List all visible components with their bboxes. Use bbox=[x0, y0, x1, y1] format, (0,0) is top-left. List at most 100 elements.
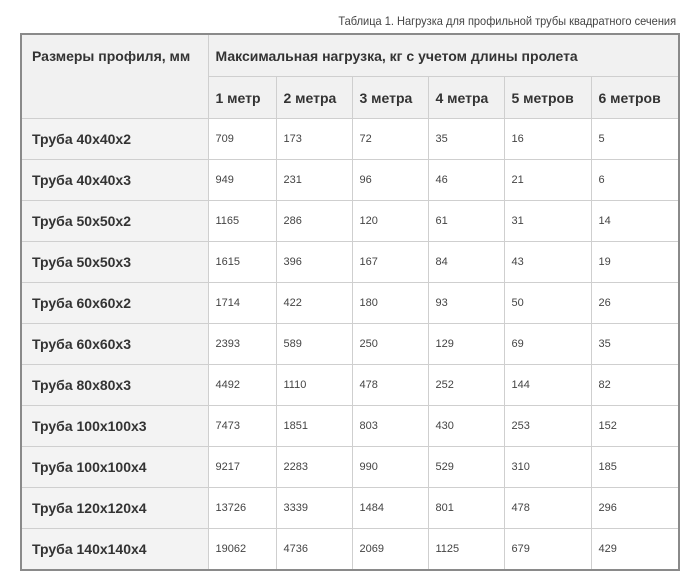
table-row: Труба 40х40х3 949 231 96 46 21 6 bbox=[20, 159, 680, 201]
load-value-cell: 231 bbox=[275, 159, 353, 201]
load-value-cell: 72 bbox=[351, 118, 429, 160]
row-profile-name: Труба 40х40х2 bbox=[20, 118, 209, 160]
header-span-3: 3 метра bbox=[351, 76, 429, 119]
load-value-cell: 252 bbox=[427, 364, 505, 406]
load-value-cell: 286 bbox=[275, 200, 353, 242]
header-span-4: 4 метра bbox=[427, 76, 505, 119]
load-value-cell: 589 bbox=[275, 323, 353, 365]
load-value-cell: 396 bbox=[275, 241, 353, 283]
row-profile-name: Труба 60х60х2 bbox=[20, 282, 209, 324]
table-row: Труба 100х100х4 9217 2283 990 529 310 185 bbox=[20, 446, 680, 488]
load-value-cell: 7473 bbox=[207, 405, 277, 447]
load-value-cell: 31 bbox=[503, 200, 592, 242]
row-profile-name: Труба 40х40х3 bbox=[20, 159, 209, 201]
load-value-cell: 19062 bbox=[207, 528, 277, 571]
load-value-cell: 93 bbox=[427, 282, 505, 324]
header-row-2: 1 метр 2 метра 3 метра 4 метра 5 метров 6 мет… bbox=[21, 76, 680, 119]
load-value-cell: 185 bbox=[590, 446, 680, 488]
load-value-cell: 46 bbox=[427, 159, 505, 201]
load-value-cell: 1484 bbox=[351, 487, 429, 529]
table-caption: Таблица 1. Нагрузка для профильной трубы… bbox=[338, 14, 676, 28]
row-profile-name: Труба 120х120х4 bbox=[20, 487, 209, 529]
load-value-cell: 26 bbox=[590, 282, 680, 324]
table-row: Труба 80х80х3 4492 1110 478 252 144 82 bbox=[20, 364, 680, 406]
header-max-load: Максимальная нагрузка, кг с учетом длины… bbox=[207, 33, 680, 77]
load-value-cell: 1125 bbox=[427, 528, 505, 571]
load-value-cell: 173 bbox=[275, 118, 353, 160]
row-profile-name: Труба 50х50х3 bbox=[20, 241, 209, 283]
load-value-cell: 803 bbox=[351, 405, 429, 447]
load-value-cell: 9217 bbox=[207, 446, 277, 488]
load-value-cell: 1714 bbox=[207, 282, 277, 324]
load-value-cell: 19 bbox=[590, 241, 680, 283]
table-row: Труба 140х140х4 19062 4736 2069 1125 679 429 bbox=[20, 528, 680, 571]
load-value-cell: 1615 bbox=[207, 241, 277, 283]
load-value-cell: 152 bbox=[590, 405, 680, 447]
table-body: Труба 40х40х2 709 173 72 35 16 5 Труба 40х40х3 9… bbox=[20, 118, 680, 571]
load-value-cell: 2393 bbox=[207, 323, 277, 365]
load-value-cell: 61 bbox=[427, 200, 505, 242]
load-value-cell: 430 bbox=[427, 405, 505, 447]
header-span-5: 5 метров bbox=[503, 76, 592, 119]
load-table: Размеры профиля, мм Максимальная нагрузк… bbox=[20, 33, 681, 571]
table-row: Труба 60х60х3 2393 589 250 129 69 35 bbox=[20, 323, 680, 365]
load-value-cell: 4736 bbox=[275, 528, 353, 571]
load-value-cell: 990 bbox=[351, 446, 429, 488]
load-value-cell: 478 bbox=[503, 487, 592, 529]
load-value-cell: 1165 bbox=[207, 200, 277, 242]
load-value-cell: 129 bbox=[427, 323, 505, 365]
header-row-1: Размеры профиля, мм Максимальная нагрузк… bbox=[20, 33, 680, 119]
table-row: Труба 40х40х2 709 173 72 35 16 5 bbox=[20, 118, 680, 160]
load-value-cell: 296 bbox=[590, 487, 680, 529]
row-profile-name: Труба 60х60х3 bbox=[20, 323, 209, 365]
load-value-cell: 43 bbox=[503, 241, 592, 283]
load-value-cell: 21 bbox=[503, 159, 592, 201]
load-value-cell: 478 bbox=[351, 364, 429, 406]
row-profile-name: Труба 50х50х2 bbox=[20, 200, 209, 242]
load-value-cell: 422 bbox=[275, 282, 353, 324]
load-value-cell: 84 bbox=[427, 241, 505, 283]
load-value-cell: 69 bbox=[503, 323, 592, 365]
row-profile-name: Труба 100х100х4 bbox=[20, 446, 209, 488]
load-value-cell: 801 bbox=[427, 487, 505, 529]
load-value-cell: 2069 bbox=[351, 528, 429, 571]
load-value-cell: 1851 bbox=[275, 405, 353, 447]
row-profile-name: Труба 80х80х3 bbox=[20, 364, 209, 406]
table-row: Труба 60х60х2 1714 422 180 93 50 26 bbox=[20, 282, 680, 324]
load-value-cell: 35 bbox=[427, 118, 505, 160]
load-value-cell: 250 bbox=[351, 323, 429, 365]
header-span-2: 2 метра bbox=[275, 76, 353, 119]
table-row: Труба 100х100х3 7473 1851 803 430 253 152 bbox=[20, 405, 680, 447]
load-value-cell: 6 bbox=[590, 159, 680, 201]
load-value-cell: 13726 bbox=[207, 487, 277, 529]
load-value-cell: 82 bbox=[590, 364, 680, 406]
load-value-cell: 96 bbox=[351, 159, 429, 201]
load-value-cell: 16 bbox=[503, 118, 592, 160]
load-value-cell: 35 bbox=[590, 323, 680, 365]
load-value-cell: 529 bbox=[427, 446, 505, 488]
row-profile-name: Труба 140х140х4 bbox=[20, 528, 209, 571]
load-value-cell: 167 bbox=[351, 241, 429, 283]
load-value-cell: 1110 bbox=[275, 364, 353, 406]
load-value-cell: 5 bbox=[590, 118, 680, 160]
row-profile-name: Труба 100х100х3 bbox=[20, 405, 209, 447]
load-value-cell: 180 bbox=[351, 282, 429, 324]
header-span-1: 1 метр bbox=[207, 76, 277, 119]
load-value-cell: 2283 bbox=[275, 446, 353, 488]
load-value-cell: 429 bbox=[590, 528, 680, 571]
load-value-cell: 709 bbox=[207, 118, 277, 160]
load-value-cell: 120 bbox=[351, 200, 429, 242]
table-row: Труба 120х120х4 13726 3339 1484 801 478 296 bbox=[20, 487, 680, 529]
load-value-cell: 310 bbox=[503, 446, 592, 488]
header-profile-size: Размеры профиля, мм bbox=[20, 33, 209, 119]
load-value-cell: 253 bbox=[503, 405, 592, 447]
load-value-cell: 3339 bbox=[275, 487, 353, 529]
load-value-cell: 4492 bbox=[207, 364, 277, 406]
load-value-cell: 144 bbox=[503, 364, 592, 406]
table-row: Труба 50х50х2 1165 286 120 61 31 14 bbox=[20, 200, 680, 242]
load-value-cell: 949 bbox=[207, 159, 277, 201]
load-value-cell: 679 bbox=[503, 528, 592, 571]
load-value-cell: 14 bbox=[590, 200, 680, 242]
header-span-6: 6 метров bbox=[590, 76, 680, 119]
table-row: Труба 50х50х3 1615 396 167 84 43 19 bbox=[20, 241, 680, 283]
